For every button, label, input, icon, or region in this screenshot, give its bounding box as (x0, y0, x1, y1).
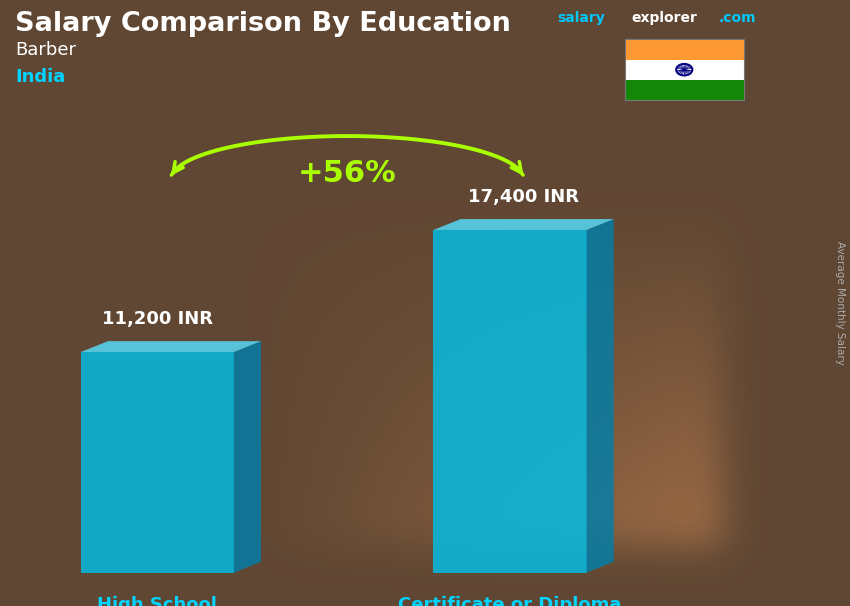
Text: .com: .com (719, 11, 756, 25)
Text: +56%: +56% (298, 159, 397, 188)
Text: Certificate or Diploma: Certificate or Diploma (399, 596, 621, 606)
Bar (625, 80, 744, 100)
Text: 17,400 INR: 17,400 INR (468, 188, 579, 206)
Polygon shape (234, 341, 261, 573)
Bar (625, 59, 744, 80)
Text: explorer: explorer (632, 11, 697, 25)
Text: salary: salary (557, 11, 604, 25)
Polygon shape (81, 341, 261, 352)
Polygon shape (586, 219, 614, 573)
Polygon shape (434, 230, 586, 573)
Text: Salary Comparison By Education: Salary Comparison By Education (15, 11, 511, 37)
Polygon shape (81, 352, 234, 573)
Bar (625, 39, 744, 59)
Bar (625, 39, 744, 100)
Text: High School: High School (97, 596, 218, 606)
Text: Barber: Barber (15, 41, 76, 59)
Text: India: India (15, 68, 65, 86)
Polygon shape (434, 219, 614, 230)
Text: 11,200 INR: 11,200 INR (102, 310, 212, 328)
Text: Average Monthly Salary: Average Monthly Salary (835, 241, 845, 365)
